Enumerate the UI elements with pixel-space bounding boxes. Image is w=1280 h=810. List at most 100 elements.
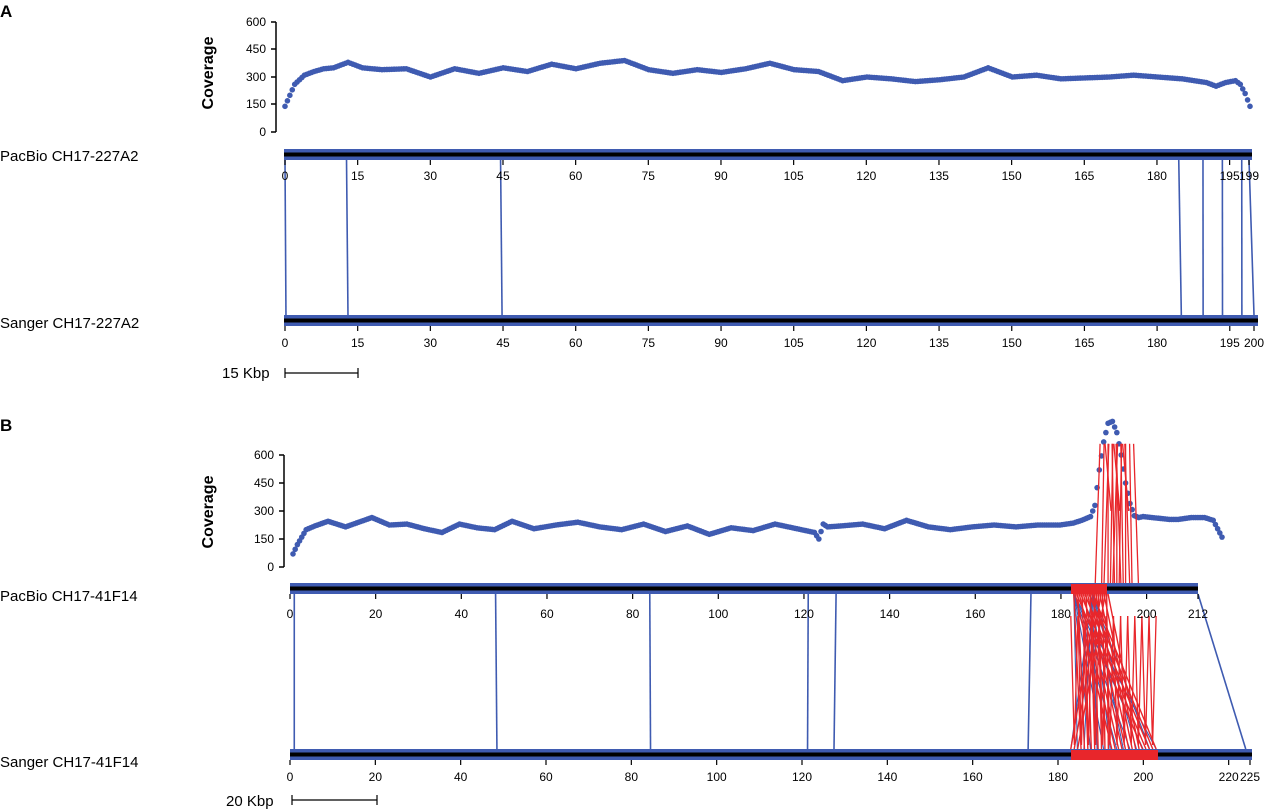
panel-a-bottom-tick-label: 60 [569,336,583,350]
panel-b-alignment-line [648,593,652,750]
panel-a-top-track-label: PacBio CH17-227A2 [0,148,138,165]
panel-a-bottom-tick-label: 0 [282,336,289,350]
panel-b-repeat-zigzag [1084,615,1093,746]
panel-a-coverage-tick-label: 600 [246,15,266,29]
panel-b-bottom-tick-label: 140 [877,770,897,784]
panel-b-repeat-peak-line [1128,443,1133,584]
panel-b-repeat-zigzag [1098,615,1108,746]
panel-a-top-tick-label: 150 [1002,169,1022,183]
panel-a-top-tick-label: 45 [496,169,510,183]
panel-a-coverage-point [1247,103,1253,110]
panel-b-coverage-point [1092,502,1098,509]
panel-b-bottom-track-core [290,752,1252,757]
panel-a-coverage-tick-label: 0 [259,125,266,139]
panel-b-repeat-alignment-line [1077,593,1086,750]
panel-b-coverage-axis-title: Coverage [200,475,217,548]
panel-a-top-tick-label: 60 [569,169,583,183]
panel-a-coverage-point [1242,90,1248,97]
panel-a-top-ruler: 0 15 30 45 60 75 90 105 120 135 150 165 180 195 199 [282,160,1259,183]
panel-b-top-tick-label: 40 [455,607,469,621]
panel-b-repeat-peak-line [1132,443,1140,584]
panel-b-bottom-tick-label: 0 [287,770,294,784]
panel-b-scale-label: 20 Kbp [226,793,274,810]
panel-b-bottom-tick-label: 200 [1133,770,1153,784]
panel-a-top-tick-label: 120 [856,169,876,183]
panel-a-coverage-point [1237,81,1244,88]
panel-a-scale-label: 15 Kbp [222,365,270,382]
panel-b-repeat-peak-line [1109,443,1114,584]
panel-b-repeat-zigzag [1070,615,1079,746]
panel-b-bottom-tick-label: 160 [963,770,983,784]
panel-b-top-track-core [290,586,1198,591]
panel-b-repeat-alignment-line [1093,593,1099,750]
panel-b-top-tick-label: 120 [794,607,814,621]
panel-b-repeat-zigzag [1134,615,1143,746]
panel-b-coverage-point [1109,418,1116,425]
panel-b-repeat-zigzag [1091,615,1100,746]
panel-b-top-tick-label: 140 [880,607,900,621]
panel-b-repeat-peak-line [1094,443,1101,584]
panel-a-top-tick-label: 199 [1239,169,1259,183]
panel-a-coverage-series [282,57,1253,110]
panel-b-repeat-alignment-line [1073,593,1102,750]
panel-b-coverage-point [1100,439,1107,445]
panel-b-coverage-point [1087,513,1094,520]
panel-b-coverage-point [290,551,296,557]
panel-b-repeat-zigzag [1077,615,1086,746]
panel-a-top-tick-label: 75 [642,169,656,183]
panel-a-bottom-tick-label: 120 [856,336,876,350]
panel-a-coverage-point [1244,97,1251,103]
panel-b-coverage-point [1214,525,1221,532]
panel-b-repeat-zigzag [1148,615,1157,746]
panel-b-bottom-tick-label: 80 [625,770,639,784]
panel-b-top-tick-label: 180 [1051,607,1071,621]
panel-a-bottom-tick-label: 135 [929,336,949,350]
panel-b-top-tick-label: 212 [1188,607,1208,621]
panel-b-coverage-point [1103,429,1109,436]
panel-a-alignment-lines [284,159,1255,316]
panel-a-top-tick-label: 30 [424,169,438,183]
panel-a-bottom-tick-label: 15 [351,336,365,350]
panel-a-alignment-line [345,159,349,316]
panel-b-letter: B [0,416,12,435]
panel-b-repeat-peak-line [1121,443,1130,512]
panel-a-coverage-point [282,103,288,110]
panel-a-alignment-line [284,159,287,316]
panel-b-repeat-alignment-line [1085,593,1092,750]
panel-b-coverage-point [816,536,822,542]
panel-b-coverage-point [1111,424,1118,430]
panel-a-coverage-point [289,87,296,93]
panel-b-repeat-peak-line [1103,443,1110,584]
panel-a-bottom-tick-label: 180 [1147,336,1167,350]
panel-b-bottom-tick-label: 120 [792,770,812,784]
panel-a-bottom-tick-label: 75 [642,336,656,350]
panel-b-alignment-line [1197,593,1247,750]
panel-a-alignment-line [1248,159,1255,316]
panel-b-bottom-tick-label: 220 [1219,770,1239,784]
panel-b-coverage-tick-label: 600 [254,448,274,462]
panel-a-top-track-core [284,152,1252,157]
panel-a-top-tick-label: 165 [1074,169,1094,183]
panel-b-alignment-line [494,593,498,750]
panel-b-repeat-peak-line [1118,443,1123,584]
panel-a-top-tick-label: 0 [282,169,289,183]
panel-a-bottom-tick-label: 30 [424,336,438,350]
panel-b-alignment-line [1027,593,1032,750]
panel-b-bottom-tick-label: 225 [1240,770,1260,784]
panel-a-top-tick-label: 90 [714,169,728,183]
panel-b-bottom-tick-label: 100 [707,770,727,784]
panel-b-coverage-point [818,528,824,535]
panel-b-coverage-series [290,418,1225,584]
panel-a-coverage-point [284,98,291,104]
panel-b-bottom-tick-label: 40 [454,770,468,784]
panel-b-repeat-peak-line [1101,443,1105,584]
panel-a-coverage-tick-label: 450 [246,42,266,56]
panel-b-top-tick-label: 60 [540,607,554,621]
panel-a-letter: A [0,2,12,21]
panel-a-coverage-point [287,92,293,99]
panel-a-bottom-tick-label: 165 [1074,336,1094,350]
panel-b-coverage-tick-label: 0 [267,560,274,574]
panel-b-alignment-line [833,593,837,750]
panel-b-top-tick-label: 0 [287,607,294,621]
panel-a-bottom-track-label: Sanger CH17-227A2 [0,315,139,332]
